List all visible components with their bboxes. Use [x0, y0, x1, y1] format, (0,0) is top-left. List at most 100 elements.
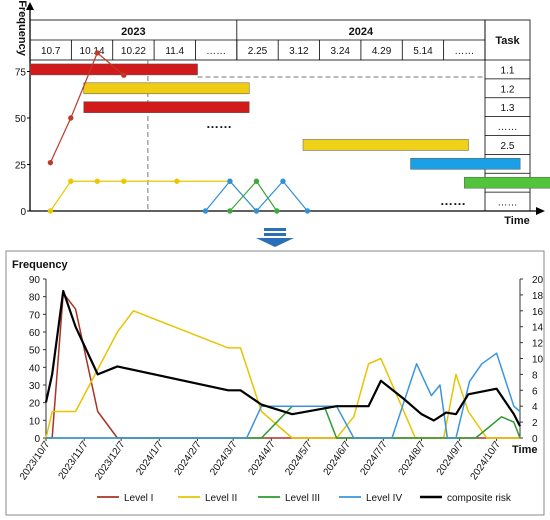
- x-tick-label: 2024/6/7: [322, 439, 354, 478]
- left-tick-label: 20: [29, 399, 41, 410]
- left-tick-label: 30: [29, 381, 41, 392]
- right-tick-label: 18: [532, 291, 544, 302]
- risk-series-point: [94, 178, 101, 184]
- y-tick-label: 25: [15, 161, 27, 172]
- y-axis-title: Frequency: [12, 259, 69, 271]
- x-tick-label: 2024/5/7: [283, 439, 315, 478]
- left-tick-label: 90: [29, 275, 41, 286]
- series-line: [46, 405, 521, 439]
- risk-series-point: [304, 208, 311, 214]
- risk-series-point: [227, 178, 233, 184]
- down-arrow-icon: [256, 228, 294, 247]
- x-tick-label: 2024/10/7: [469, 439, 504, 482]
- task-bar: [83, 82, 250, 95]
- gantt-risk-chart: Frequency Time 0 25 50 75 2023 2024 10.7 10.14 10.…: [15, 0, 550, 227]
- risk-frequency-line-chart: Frequency 0 10 20 30 40 50 60 70 80 90 0 2 4 6 8 10 12 14 1…: [5, 250, 545, 516]
- x-tick-label: 2023/12/7: [93, 439, 128, 482]
- x-tick-label: 2024/3/7: [208, 439, 240, 478]
- date-header: 3.24: [330, 46, 350, 57]
- series-line: [46, 352, 521, 439]
- left-tick-label: 70: [29, 310, 41, 321]
- arrow-stripe: [264, 233, 286, 236]
- date-header: 11.4: [165, 46, 184, 57]
- left-tick-label: 10: [29, 416, 41, 427]
- right-tick-label: 0: [532, 434, 538, 445]
- chart-frame: [5, 250, 545, 516]
- risk-series-point: [274, 208, 280, 214]
- y-tick-label: 50: [15, 114, 27, 125]
- date-header: 10.14: [80, 46, 105, 57]
- arrow-head: [256, 238, 294, 247]
- right-tick-label: 16: [532, 307, 544, 318]
- legend-label: Level II: [205, 493, 237, 504]
- task-bar: [302, 139, 469, 151]
- left-tick-label: 80: [29, 293, 41, 304]
- legend-label: Level III: [285, 493, 320, 504]
- risk-series-point: [202, 208, 209, 214]
- task-label: 1.2: [501, 84, 515, 95]
- task-label: ……: [498, 198, 518, 209]
- right-tick-label: 2: [532, 418, 538, 429]
- right-tick-label: 8: [532, 370, 538, 381]
- risk-series-line: [204, 180, 308, 212]
- task-label: ……: [498, 122, 518, 133]
- series-line: [44, 289, 521, 427]
- risk-series-point: [253, 178, 260, 184]
- y-tick-label: 0: [20, 207, 26, 218]
- y-axis-arrowhead: [26, 2, 34, 10]
- right-tick-label: 6: [532, 386, 538, 397]
- x-axis-arrowhead: [536, 207, 545, 215]
- x-tick-label: 2024/7/7: [358, 439, 390, 478]
- task-bar: [410, 158, 521, 170]
- date-header: 2.25: [248, 46, 268, 57]
- task-label: 1.3: [501, 103, 515, 114]
- legend-label: Level IV: [366, 493, 402, 504]
- x-tick-label: 2023/10/7: [18, 439, 53, 482]
- left-tick-label: 50: [29, 346, 41, 357]
- date-header: ……: [206, 46, 226, 57]
- right-tick-label: 20: [532, 275, 544, 286]
- legend-label: Level I: [124, 493, 153, 504]
- risk-series-point: [94, 50, 101, 56]
- task-bar: [464, 176, 550, 189]
- arrow-stripe: [264, 228, 286, 231]
- risk-series-point: [47, 208, 54, 214]
- x-tick-label: 2024/4/7: [246, 439, 278, 478]
- y-tick-label: 75: [15, 68, 27, 79]
- series-line: [45, 310, 520, 439]
- task-bar: [29, 63, 198, 76]
- task-column-frame: [484, 19, 531, 212]
- x-tick-label: 2024/1/7: [134, 439, 166, 478]
- task-bar: [83, 101, 250, 113]
- year-header: 2023: [121, 26, 145, 38]
- date-header: 4.29: [372, 46, 392, 57]
- risk-series-point: [47, 159, 54, 166]
- left-tick-label: 40: [29, 363, 41, 374]
- x-axis-title: Time: [512, 444, 537, 456]
- date-header: 5.14: [413, 46, 433, 57]
- risk-series-point: [121, 72, 127, 78]
- risk-series-point: [227, 208, 233, 214]
- ellipsis-mark: ……: [440, 193, 466, 208]
- risk-series-point: [280, 178, 286, 184]
- risk-series-line: [49, 51, 125, 163]
- risk-series-point: [174, 178, 180, 184]
- risk-series-point: [121, 178, 127, 184]
- legend-label: composite risk: [447, 493, 512, 504]
- date-header: 3.12: [289, 46, 309, 57]
- x-tick-label: 2024/2/7: [173, 439, 205, 478]
- left-tick-label: 0: [34, 434, 40, 445]
- y-axis-title: Frequency: [16, 0, 28, 57]
- left-tick-label: 60: [29, 328, 41, 339]
- ellipsis-mark: ……: [206, 116, 232, 131]
- right-tick-label: 12: [532, 339, 544, 350]
- right-tick-label: 14: [532, 323, 544, 334]
- risk-series-point: [253, 208, 260, 214]
- task-label: 2.5: [501, 141, 515, 152]
- date-header: 10.22: [121, 46, 146, 57]
- right-tick-label: 4: [532, 402, 538, 413]
- x-axis-title: Time: [504, 215, 529, 227]
- x-tick-label: 2023/11/7: [57, 439, 91, 482]
- task-header: Task: [495, 35, 520, 47]
